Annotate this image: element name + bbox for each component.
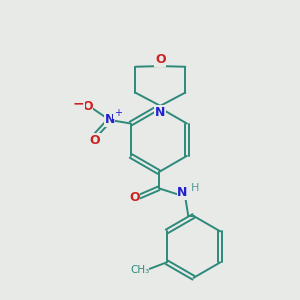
Text: N: N [104,113,115,127]
Text: +: + [114,109,122,118]
Text: O: O [155,53,166,66]
Text: O: O [129,191,140,205]
Text: CH₃: CH₃ [131,265,150,275]
Text: O: O [82,100,92,113]
Text: H: H [191,183,199,193]
Text: N: N [177,186,188,199]
Text: O: O [89,134,100,147]
Text: −: − [73,96,84,110]
Text: N: N [155,106,166,119]
